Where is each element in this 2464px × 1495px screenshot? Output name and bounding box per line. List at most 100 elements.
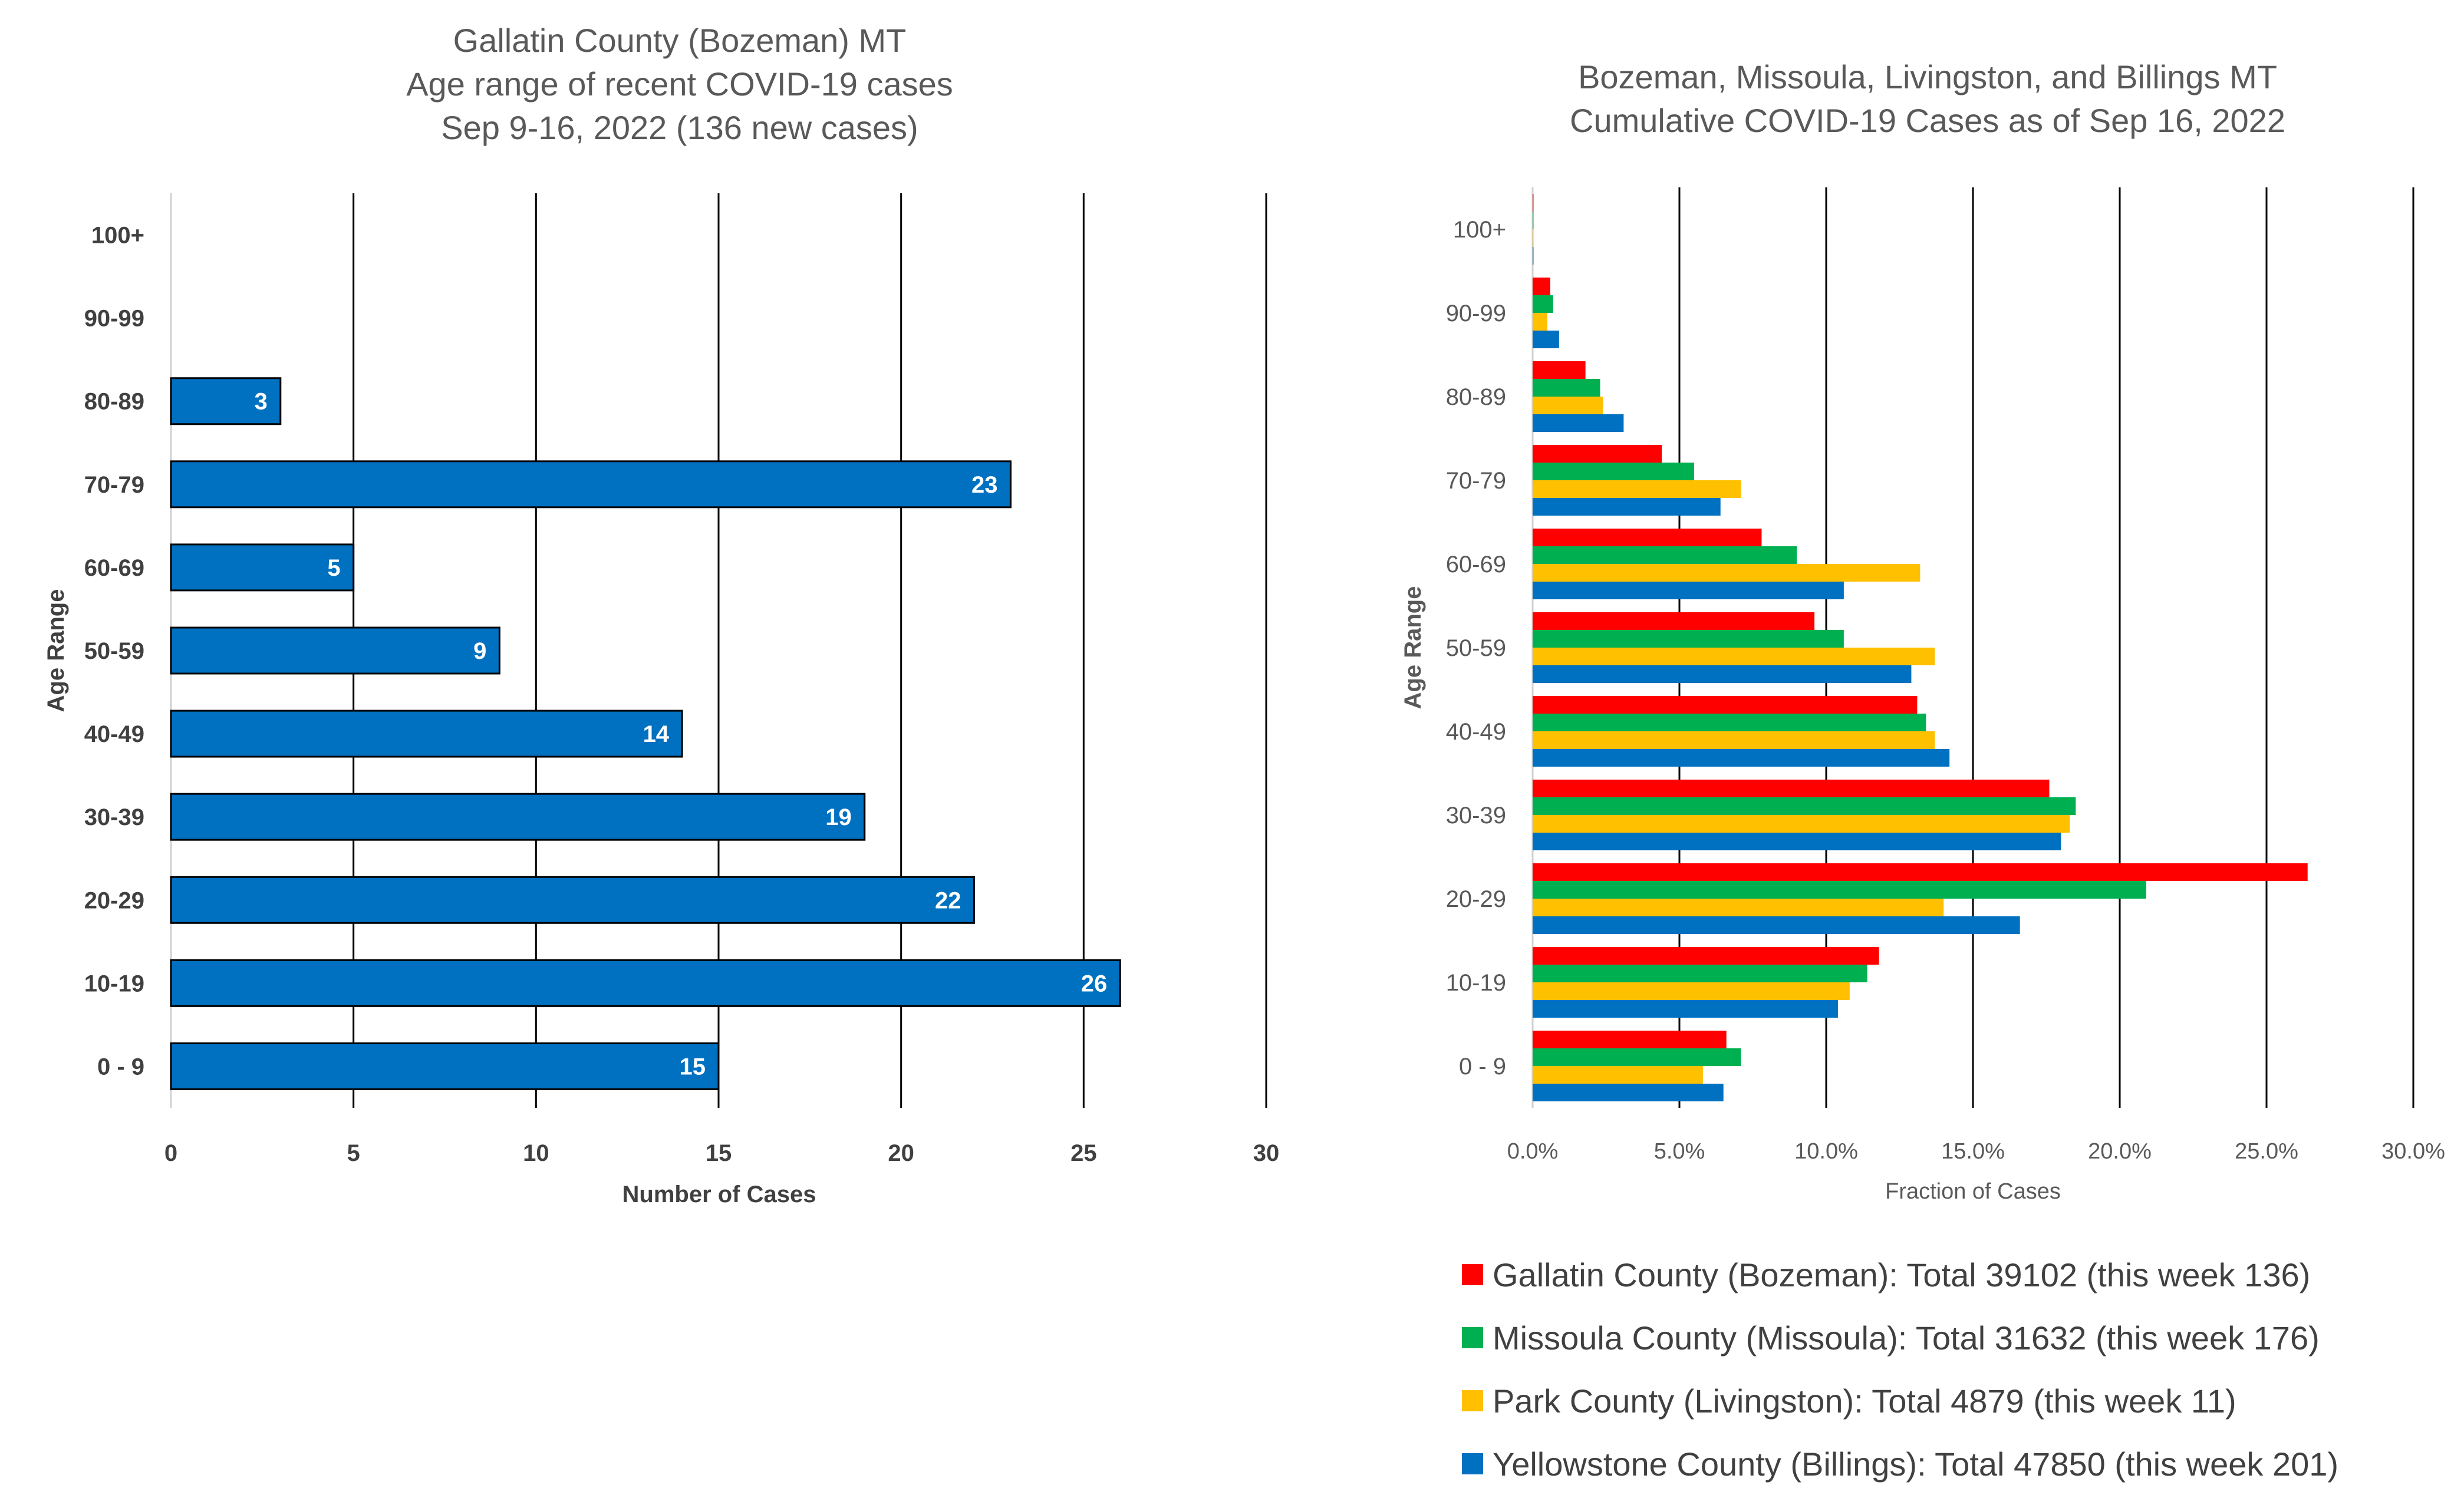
x-axis-title: Fraction of Cases [1885,1179,2061,1204]
legend-label: Missoula County (Missoula): Total 31632 … [1493,1319,2320,1357]
bar [1533,582,1844,599]
bar [170,543,355,592]
bar [1533,863,2308,881]
x-tick-label: 20.0% [2088,1139,2152,1164]
data-label: 15 [680,1054,706,1080]
legend-swatch [1462,1390,1483,1411]
bar [1533,278,1550,295]
bar [1533,1048,1741,1066]
y-tick-label: 10-19 [84,971,144,996]
y-tick-label: 40-49 [1446,719,1506,745]
bar [1533,397,1603,414]
bar [170,626,500,675]
y-axis-title: Age Range [43,589,69,712]
bar [1533,295,1553,313]
x-tick-label: 10 [523,1140,549,1166]
legend-swatch [1462,1264,1483,1285]
legend-swatch [1462,1453,1483,1474]
x-tick-label: 30 [1253,1140,1280,1166]
legend-swatch [1462,1327,1483,1348]
x-tick-label: 25 [1070,1140,1097,1166]
bar [1533,612,1815,630]
y-tick-label: 50-59 [1446,635,1506,661]
bar [1533,546,1797,564]
x-tick-label: 15.0% [1941,1139,2005,1164]
bar [1533,1066,1703,1084]
y-tick-label: 30-39 [84,804,144,830]
y-tick-label: 70-79 [1446,468,1506,494]
bar [1533,414,1624,432]
y-tick-label: 0 - 9 [97,1054,144,1080]
bar [1533,815,2070,833]
bar [1533,965,1867,982]
bar [1533,982,1850,1000]
bar [170,460,1012,509]
y-tick-label: 10-19 [1446,970,1506,996]
bar [1533,498,1721,516]
x-tick-label: 5.0% [1654,1139,1705,1164]
chart-title-line: Age range of recent COVID-19 cases [406,65,953,103]
x-tick-label: 10.0% [1794,1139,1858,1164]
legend-label: Gallatin County (Bozeman): Total 39102 (… [1493,1256,2310,1293]
bar [1533,1000,1838,1018]
bar [1533,379,1600,397]
bar [1533,529,1762,546]
legend-label: Yellowstone County (Billings): Total 478… [1493,1446,2338,1483]
data-label: 9 [473,638,486,664]
bar [1533,480,1741,498]
bar [1533,665,1912,683]
y-tick-label: 100+ [1453,217,1506,243]
bar [170,959,1121,1007]
data-label: 14 [643,721,670,747]
chart-title-line: Cumulative COVID-19 Cases as of Sep 16, … [1570,102,2285,139]
bar [170,1042,720,1090]
x-axis-title: Number of Cases [622,1182,816,1207]
bar [1533,916,2020,934]
bar [1533,881,2146,899]
bar [1533,731,1935,749]
x-tick-label: 15 [706,1140,732,1166]
bar [1533,749,1950,767]
bar [1533,696,1918,714]
y-tick-label: 30-39 [1446,803,1506,829]
bar [1533,564,1921,582]
bar [1533,463,1694,480]
bar [1533,947,1879,965]
data-label: 5 [327,555,340,581]
y-tick-label: 90-99 [1446,301,1506,326]
y-tick-label: 20-29 [1446,886,1506,912]
legend-label: Park County (Livingston): Total 4879 (th… [1493,1382,2236,1420]
chart-title-line: Sep 9-16, 2022 (136 new cases) [441,109,918,146]
x-tick-label: 30.0% [2381,1139,2445,1164]
x-tick-label: 5 [347,1140,360,1166]
bar [1533,648,1935,665]
x-tick-label: 0 [164,1140,177,1166]
bar [1533,630,1844,648]
data-label: 23 [971,472,998,498]
y-tick-label: 60-69 [84,555,144,581]
bar [1533,780,2050,797]
data-label: 19 [825,804,852,830]
y-tick-label: 80-89 [1446,384,1506,410]
bar [170,793,866,841]
data-label: 22 [935,887,961,913]
bar [1533,194,1534,212]
y-tick-label: 20-29 [84,887,144,913]
y-axis-title: Age Range [1400,586,1426,709]
bar [1533,247,1534,265]
bar [1533,797,2076,815]
y-tick-label: 40-49 [84,721,144,747]
x-tick-label: 25.0% [2235,1139,2298,1164]
bar [1533,361,1586,379]
y-tick-label: 50-59 [84,638,144,664]
bar [1533,212,1534,229]
y-tick-label: 60-69 [1446,552,1506,577]
bar [1533,313,1547,331]
bar [1533,229,1534,247]
x-tick-label: 0.0% [1507,1139,1559,1164]
bar [1533,833,2061,850]
bar [1533,1084,1724,1101]
chart-title-line: Gallatin County (Bozeman) MT [453,22,907,59]
